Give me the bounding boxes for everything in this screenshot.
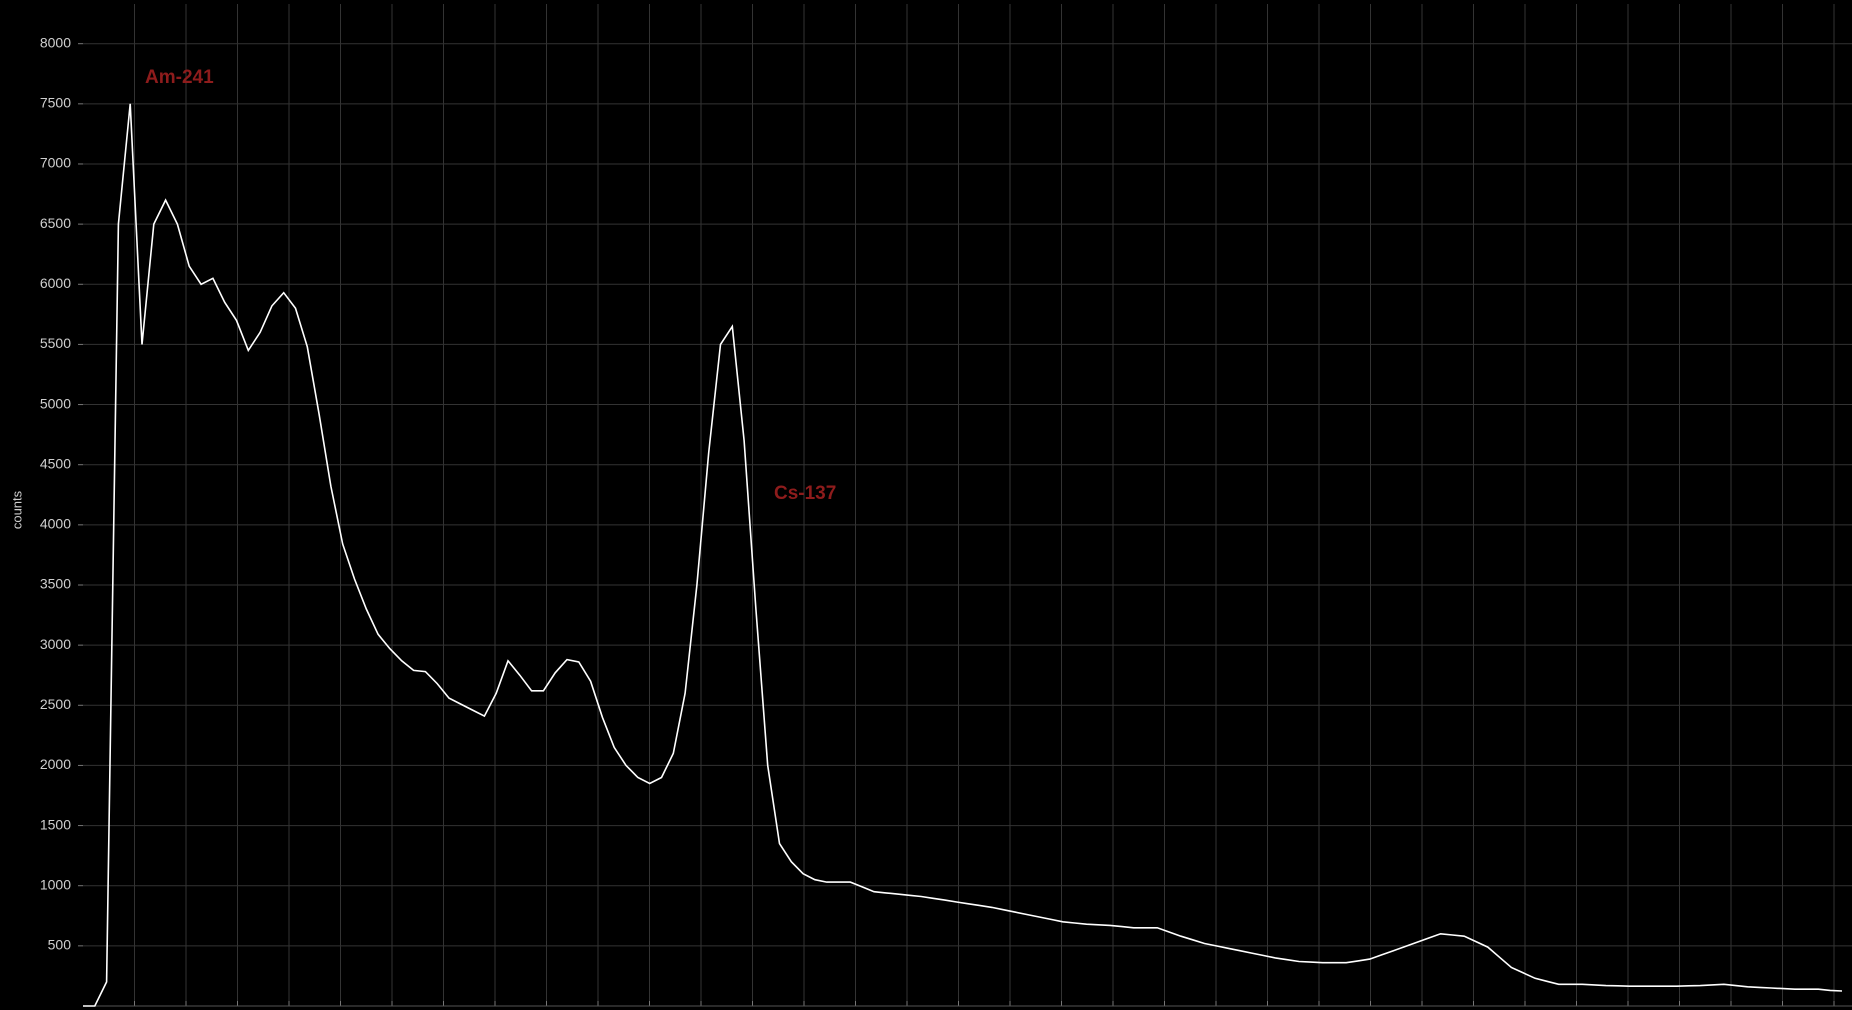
y-tick-label: 5000 xyxy=(40,395,71,411)
y-tick-label: 8000 xyxy=(40,34,71,50)
annotation: Am-241 xyxy=(145,67,214,88)
y-tick-label: 2000 xyxy=(40,756,71,772)
y-tick-label: 500 xyxy=(48,937,72,953)
y-tick-label: 3500 xyxy=(40,576,71,592)
y-tick-label: 6500 xyxy=(40,215,71,231)
y-tick-label: 5500 xyxy=(40,335,71,351)
annotation: Cs-137 xyxy=(774,483,836,504)
y-tick-label: 4500 xyxy=(40,455,71,471)
y-tick-label: 3000 xyxy=(40,636,71,652)
spectrum-line xyxy=(83,103,1843,1007)
y-axis-label: counts xyxy=(9,490,24,529)
y-tick-label: 7500 xyxy=(40,95,71,111)
y-tick-label: 6000 xyxy=(40,275,71,291)
y-tick-label: 4000 xyxy=(40,516,71,532)
y-tick-label: 1000 xyxy=(40,876,71,892)
y-tick-label: 2500 xyxy=(40,696,71,712)
y-tick-label: 7000 xyxy=(40,155,71,171)
y-tick-label: 1500 xyxy=(40,816,71,832)
